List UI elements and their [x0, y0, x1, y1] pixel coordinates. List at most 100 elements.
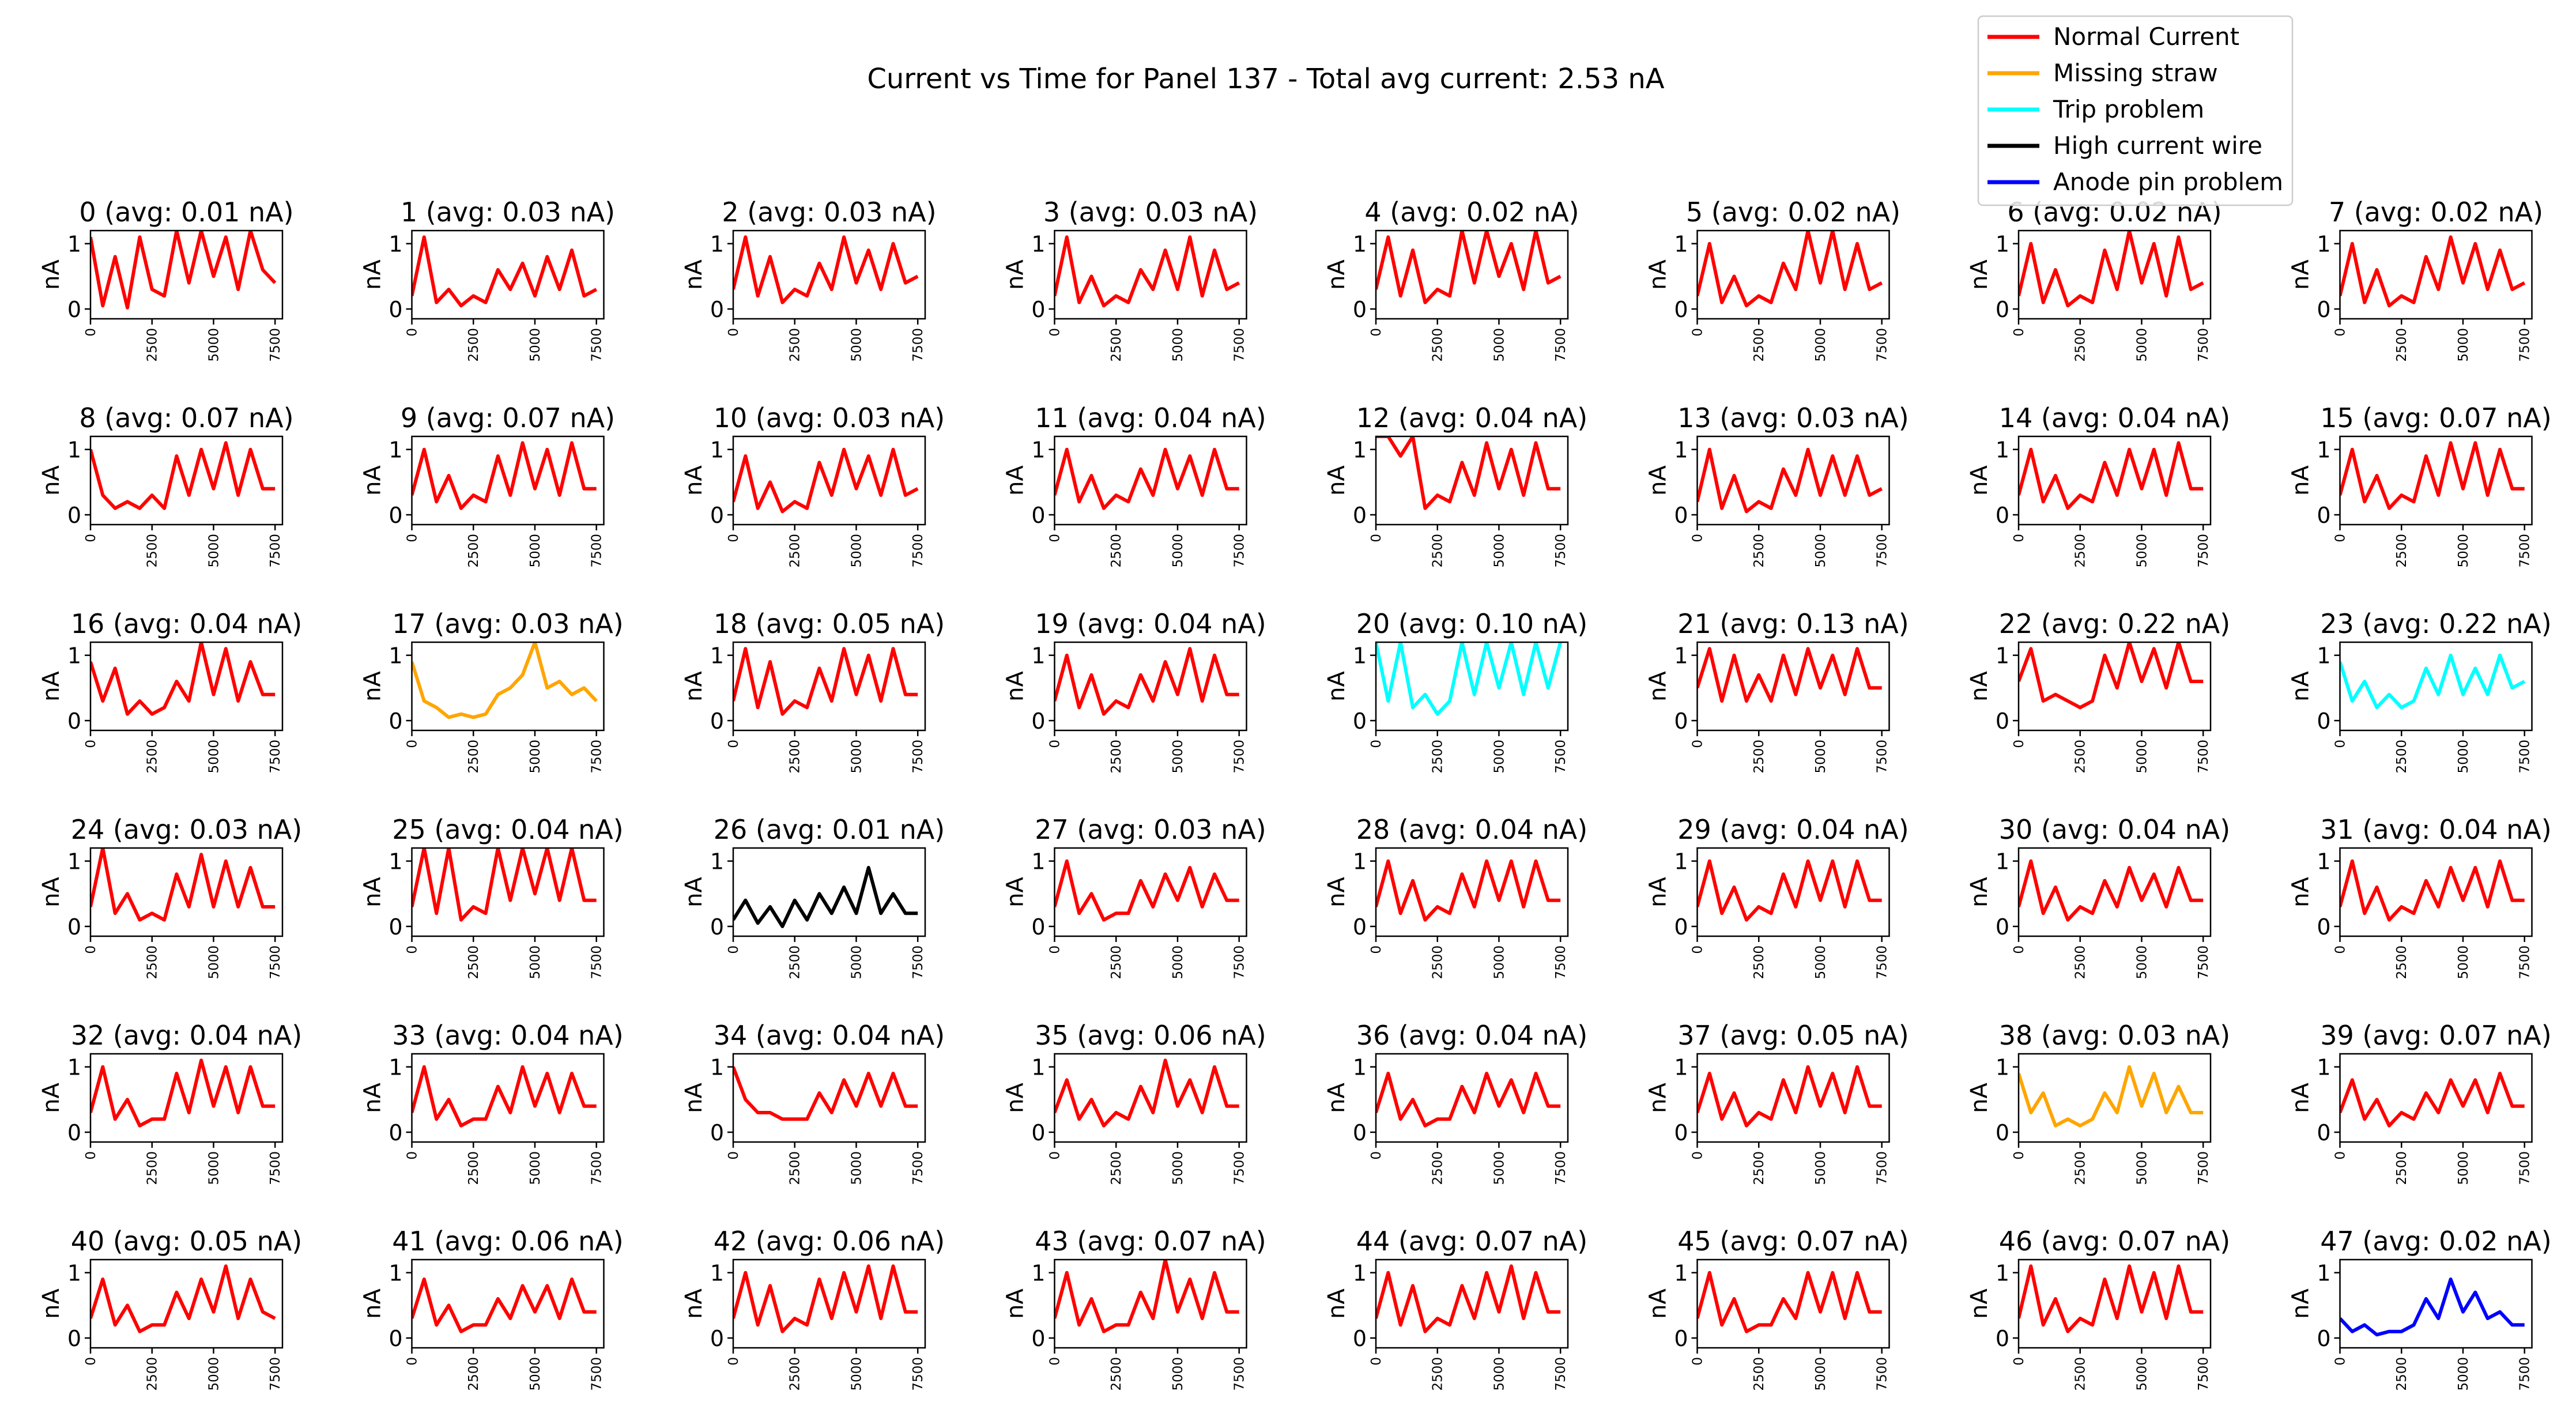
y-axis-label: nA — [1645, 1288, 1672, 1319]
current-series-line — [1697, 447, 1883, 514]
x-tick-label: 5000 — [849, 945, 864, 979]
x-tick-label: 5000 — [2456, 1151, 2471, 1185]
x-tick-label: 5000 — [2134, 534, 2149, 568]
axes-frame — [2017, 1258, 2212, 1349]
x-tick-label: 7500 — [1232, 1357, 1247, 1391]
y-tick-label: 1 — [1031, 849, 1045, 875]
y-tick-label: 1 — [2317, 1261, 2330, 1286]
y-tick-label: 0 — [67, 1326, 81, 1351]
subplot-title: 27 (avg: 0.03 nA) — [1035, 814, 1266, 845]
axes-frame — [732, 847, 926, 937]
x-tick-label: 0 — [1691, 945, 1706, 954]
x-tick-label: 0 — [1691, 1151, 1706, 1160]
y-tick-label: 1 — [67, 1261, 81, 1286]
axes-frame — [1696, 229, 1890, 320]
x-tick-label: 5000 — [528, 1357, 543, 1391]
axes-frame — [2017, 1053, 2212, 1143]
x-tick-label: 7500 — [1553, 328, 1568, 362]
y-axis-label: nA — [360, 465, 386, 496]
x-tick-label: 7500 — [268, 534, 283, 568]
current-series-line — [1697, 1065, 1882, 1128]
current-series-line — [1697, 1271, 1882, 1333]
y-tick-label: 0 — [1031, 503, 1045, 528]
legend-label: Normal Current — [2053, 22, 2239, 51]
current-series-line — [2019, 859, 2204, 922]
y-tick-label: 0 — [1353, 708, 1367, 734]
y-tick-label: 0 — [710, 1120, 724, 1145]
x-tick-label: 2500 — [2073, 1357, 2088, 1391]
axes-frame — [411, 847, 605, 937]
x-tick-label: 5000 — [1171, 1357, 1186, 1391]
y-tick-label: 0 — [2317, 708, 2330, 734]
y-axis-label: nA — [1323, 1083, 1350, 1113]
axes-frame — [1696, 435, 1890, 526]
x-tick-label: 7500 — [1232, 945, 1247, 979]
subplot-title: 46 (avg: 0.07 nA) — [1999, 1226, 2230, 1257]
y-tick-label: 1 — [710, 1055, 724, 1080]
subplot-title: 41 (avg: 0.06 nA) — [392, 1226, 623, 1257]
x-tick-label: 5000 — [2456, 534, 2471, 568]
current-series-line — [1054, 1260, 1239, 1333]
y-axis-label: nA — [1645, 1083, 1672, 1113]
x-tick-label: 0 — [2333, 534, 2348, 542]
current-series-line — [2019, 231, 2204, 308]
x-tick-label: 0 — [2333, 740, 2348, 748]
y-tick-label: 1 — [1674, 1055, 1688, 1080]
y-tick-label: 0 — [1996, 1120, 2009, 1145]
y-tick-label: 1 — [389, 1261, 402, 1286]
x-tick-label: 2500 — [1752, 534, 1767, 568]
x-tick-label: 2500 — [145, 328, 160, 362]
y-tick-label: 0 — [1674, 1326, 1688, 1351]
axes-frame — [1375, 847, 1569, 937]
y-tick-label: 0 — [1674, 297, 1688, 322]
y-axis-label: nA — [681, 877, 707, 907]
x-tick-label: 2500 — [2394, 1151, 2409, 1185]
x-tick-label: 5000 — [206, 740, 221, 774]
x-tick-label: 5000 — [1492, 945, 1507, 979]
y-tick-label: 0 — [1996, 708, 2009, 734]
legend: Normal Current Missing straw Trip problem H… — [1977, 15, 2294, 206]
x-tick-label: 5000 — [1813, 1357, 1828, 1391]
y-tick-label: 0 — [710, 708, 724, 734]
x-tick-label: 5000 — [849, 1151, 864, 1185]
subplot-title: 13 (avg: 0.03 nA) — [1677, 402, 1909, 434]
x-tick-label: 0 — [2012, 1151, 2027, 1160]
subplot-title: 35 (avg: 0.06 nA) — [1035, 1020, 1266, 1051]
x-tick-label: 7500 — [2196, 945, 2211, 979]
y-tick-label: 0 — [1353, 914, 1367, 940]
y-tick-label: 1 — [67, 849, 81, 875]
x-tick-label: 5000 — [2134, 1151, 2149, 1185]
x-tick-label: 0 — [1691, 1357, 1706, 1366]
subplot-title: 12 (avg: 0.04 nA) — [1356, 402, 1587, 434]
x-tick-label: 2500 — [1431, 740, 1446, 774]
subplot-title: 7 (avg: 0.02 nA) — [2329, 197, 2543, 228]
x-tick-label: 7500 — [911, 534, 926, 568]
x-tick-label: 2500 — [788, 945, 803, 979]
current-series-line — [733, 1066, 918, 1121]
y-axis-label: nA — [1645, 877, 1672, 907]
y-tick-label: 1 — [710, 438, 724, 463]
x-tick-label: 5000 — [206, 1357, 221, 1391]
current-series-line — [2019, 642, 2204, 710]
x-tick-label: 0 — [405, 1151, 420, 1160]
y-tick-label: 0 — [1353, 1326, 1367, 1351]
current-series-line — [2019, 1264, 2204, 1333]
x-tick-label: 2500 — [145, 945, 160, 979]
figure-title: Current vs Time for Panel 137 - Total av… — [867, 63, 1664, 95]
y-tick-label: 0 — [1674, 914, 1688, 940]
y-axis-label: nA — [681, 465, 707, 496]
y-tick-label: 1 — [1031, 1055, 1045, 1080]
